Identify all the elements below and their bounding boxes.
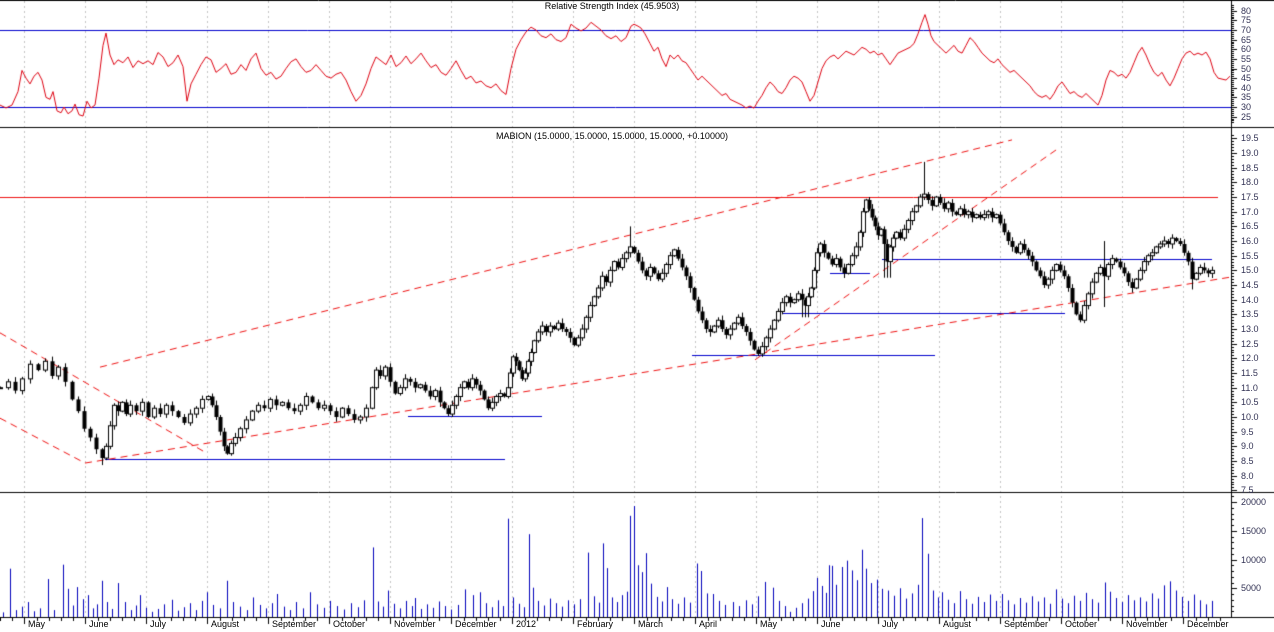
month-label: November [1126, 619, 1168, 629]
price-axis-label: 19.0 [1241, 148, 1259, 159]
price-axis-label: 16.5 [1241, 221, 1259, 232]
rsi-axis-label: 60 [1241, 44, 1252, 55]
month-label: November [394, 619, 436, 629]
month-label: October [1065, 619, 1098, 629]
rsi-pane-title: Relative Strength Index (45.9503) [544, 1, 680, 11]
price-axis-label: 9.0 [1241, 441, 1254, 452]
price-axis-label: 12.5 [1241, 338, 1259, 349]
rsi-axis-label: 45 [1241, 73, 1252, 84]
month-label: February [577, 619, 614, 629]
price-axis-label: 10.5 [1241, 397, 1259, 408]
price-axis-label: 15.0 [1241, 265, 1259, 276]
price-axis-label: 14.0 [1241, 294, 1259, 305]
price-axis-label: 17.5 [1241, 192, 1259, 203]
price-axis-label: 7.5 [1241, 485, 1254, 496]
month-label: March [638, 619, 664, 629]
price-axis-label: 9.5 [1241, 426, 1254, 437]
month-label: June [821, 619, 841, 629]
month-label: August [943, 619, 972, 629]
price-axis-label: 11.5 [1241, 368, 1258, 379]
month-label: September [272, 619, 317, 629]
price-axis-label: 18.5 [1241, 162, 1259, 173]
price-axis-label: 8.0 [1241, 470, 1254, 481]
price-axis-label: 19.5 [1241, 133, 1259, 144]
price-axis-label: 15.5 [1241, 250, 1259, 261]
price-axis-label: 18.0 [1241, 177, 1259, 188]
price-axis-label: 8.5 [1241, 455, 1254, 466]
month-label: October [333, 619, 366, 629]
price-axis-label: 16.0 [1241, 236, 1259, 247]
rsi-axis-label: 80 [1241, 5, 1252, 16]
volume-axis-label: 20000 [1241, 497, 1267, 507]
rsi-axis-label: 25 [1241, 111, 1252, 122]
rsi-axis-label: 30 [1241, 102, 1252, 112]
month-label: May [760, 619, 778, 629]
month-label: July [882, 619, 899, 629]
month-label: June [89, 619, 109, 629]
volume-axis-label: 5000 [1241, 583, 1262, 594]
rsi-axis-label: 55 [1241, 53, 1252, 64]
month-label: April [699, 619, 718, 629]
price-pane-title: MABION (15.0000, 15.0000, 15.0000, 15.00… [496, 131, 728, 141]
price-axis-label: 14.5 [1241, 280, 1259, 291]
rsi-axis-label: 75 [1241, 15, 1252, 26]
price-axis-label: 17.0 [1241, 206, 1259, 217]
rsi-axis-label: 35 [1241, 92, 1252, 103]
month-label: 2012 [516, 619, 537, 629]
volume-axis-label: 15000 [1241, 525, 1267, 536]
month-label: July [150, 619, 167, 629]
rsi-axis-label: 40 [1241, 82, 1252, 93]
rsi-axis-label: 70 [1241, 25, 1252, 35]
month-label: August [211, 619, 240, 629]
month-label: December [1187, 619, 1229, 629]
month-label: September [1004, 619, 1049, 629]
price-axis-label: 13.0 [1241, 324, 1259, 335]
rsi-axis-label: 50 [1241, 63, 1252, 74]
price-axis-label: 11.0 [1241, 382, 1258, 393]
month-label: December [455, 619, 497, 629]
price-axis-label: 12.0 [1241, 353, 1259, 364]
volume-axis-label: 10000 [1241, 554, 1267, 565]
price-axis-label: 10.0 [1241, 412, 1259, 422]
month-label: May [28, 619, 46, 629]
price-axis-label: 13.5 [1241, 309, 1259, 320]
rsi-axis-label: 65 [1241, 34, 1252, 45]
